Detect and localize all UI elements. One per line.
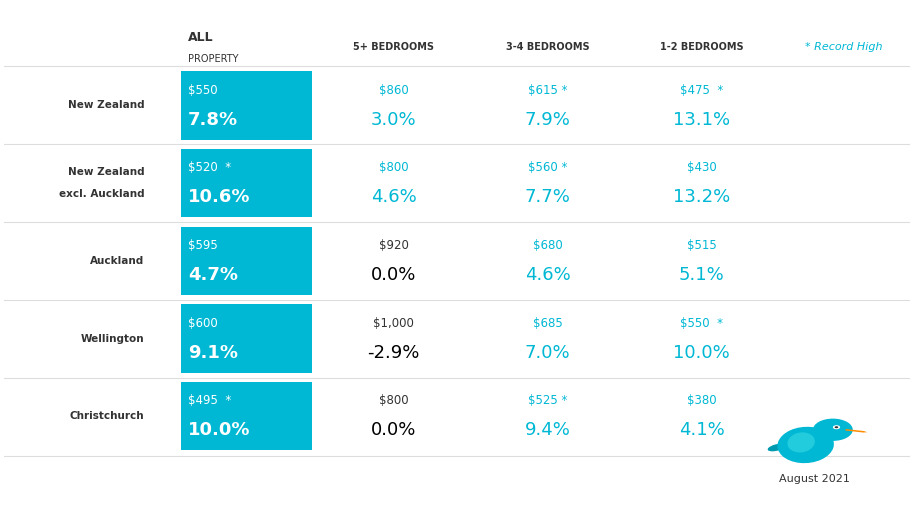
Text: $800: $800 xyxy=(378,161,409,174)
Text: $860: $860 xyxy=(378,84,409,97)
Text: $920: $920 xyxy=(378,239,409,252)
Text: $520  *: $520 * xyxy=(188,161,231,174)
Text: 7.9%: 7.9% xyxy=(525,111,570,129)
FancyBboxPatch shape xyxy=(181,227,312,295)
Text: 4.1%: 4.1% xyxy=(679,421,725,439)
Text: $1,000: $1,000 xyxy=(373,317,414,330)
FancyBboxPatch shape xyxy=(181,304,312,373)
FancyBboxPatch shape xyxy=(181,149,312,217)
Text: Wellington: Wellington xyxy=(81,334,144,344)
Ellipse shape xyxy=(778,427,834,463)
Text: 0.0%: 0.0% xyxy=(371,266,416,284)
Text: 10.6%: 10.6% xyxy=(188,188,250,206)
Text: $380: $380 xyxy=(686,394,717,407)
Text: $595: $595 xyxy=(188,239,218,252)
Text: 9.1%: 9.1% xyxy=(188,344,238,362)
Text: 4.7%: 4.7% xyxy=(188,266,238,284)
Text: 1-2 BEDROOMS: 1-2 BEDROOMS xyxy=(660,42,743,52)
Text: $600: $600 xyxy=(188,317,218,330)
Text: $550  *: $550 * xyxy=(680,317,723,330)
Text: excl. Auckland: excl. Auckland xyxy=(58,189,144,199)
Text: 5.1%: 5.1% xyxy=(679,266,725,284)
FancyBboxPatch shape xyxy=(181,382,312,450)
Text: Auckland: Auckland xyxy=(90,256,144,266)
Text: PROPERTY: PROPERTY xyxy=(188,54,239,64)
Text: 7.0%: 7.0% xyxy=(525,344,570,362)
Text: $680: $680 xyxy=(533,239,562,252)
FancyBboxPatch shape xyxy=(181,71,312,140)
Text: $525 *: $525 * xyxy=(528,394,568,407)
Text: $615 *: $615 * xyxy=(527,84,568,97)
Text: ALL: ALL xyxy=(188,30,214,44)
Circle shape xyxy=(813,419,853,441)
Text: -2.9%: -2.9% xyxy=(367,344,420,362)
Text: * Record High: * Record High xyxy=(805,42,883,52)
Text: $495  *: $495 * xyxy=(188,394,231,407)
Text: 7.8%: 7.8% xyxy=(188,111,239,129)
Text: $475  *: $475 * xyxy=(680,84,723,97)
Text: 13.1%: 13.1% xyxy=(673,111,730,129)
Text: 10.0%: 10.0% xyxy=(673,344,730,362)
Text: 5+ BEDROOMS: 5+ BEDROOMS xyxy=(353,42,434,52)
Text: New Zealand: New Zealand xyxy=(68,100,144,111)
Ellipse shape xyxy=(787,433,815,453)
Text: 4.6%: 4.6% xyxy=(525,266,570,284)
Text: New Zealand: New Zealand xyxy=(68,167,144,177)
FancyArrow shape xyxy=(845,429,867,433)
Text: $430: $430 xyxy=(686,161,717,174)
Text: $685: $685 xyxy=(533,317,562,330)
Text: 0.0%: 0.0% xyxy=(371,421,416,439)
Text: 7.7%: 7.7% xyxy=(525,188,570,206)
Text: $515: $515 xyxy=(686,239,717,252)
Circle shape xyxy=(834,426,838,428)
Text: 9.4%: 9.4% xyxy=(525,421,570,439)
Text: $800: $800 xyxy=(378,394,409,407)
Circle shape xyxy=(833,425,840,430)
Text: Christchurch: Christchurch xyxy=(69,411,144,421)
Text: $550: $550 xyxy=(188,84,218,97)
Text: $560 *: $560 * xyxy=(528,161,568,174)
Text: 13.2%: 13.2% xyxy=(673,188,730,206)
Text: 4.6%: 4.6% xyxy=(371,188,417,206)
Text: August 2021: August 2021 xyxy=(780,474,850,485)
Ellipse shape xyxy=(768,443,786,451)
Text: 10.0%: 10.0% xyxy=(188,421,250,439)
Text: 3.0%: 3.0% xyxy=(371,111,417,129)
Text: 3-4 BEDROOMS: 3-4 BEDROOMS xyxy=(505,42,590,52)
